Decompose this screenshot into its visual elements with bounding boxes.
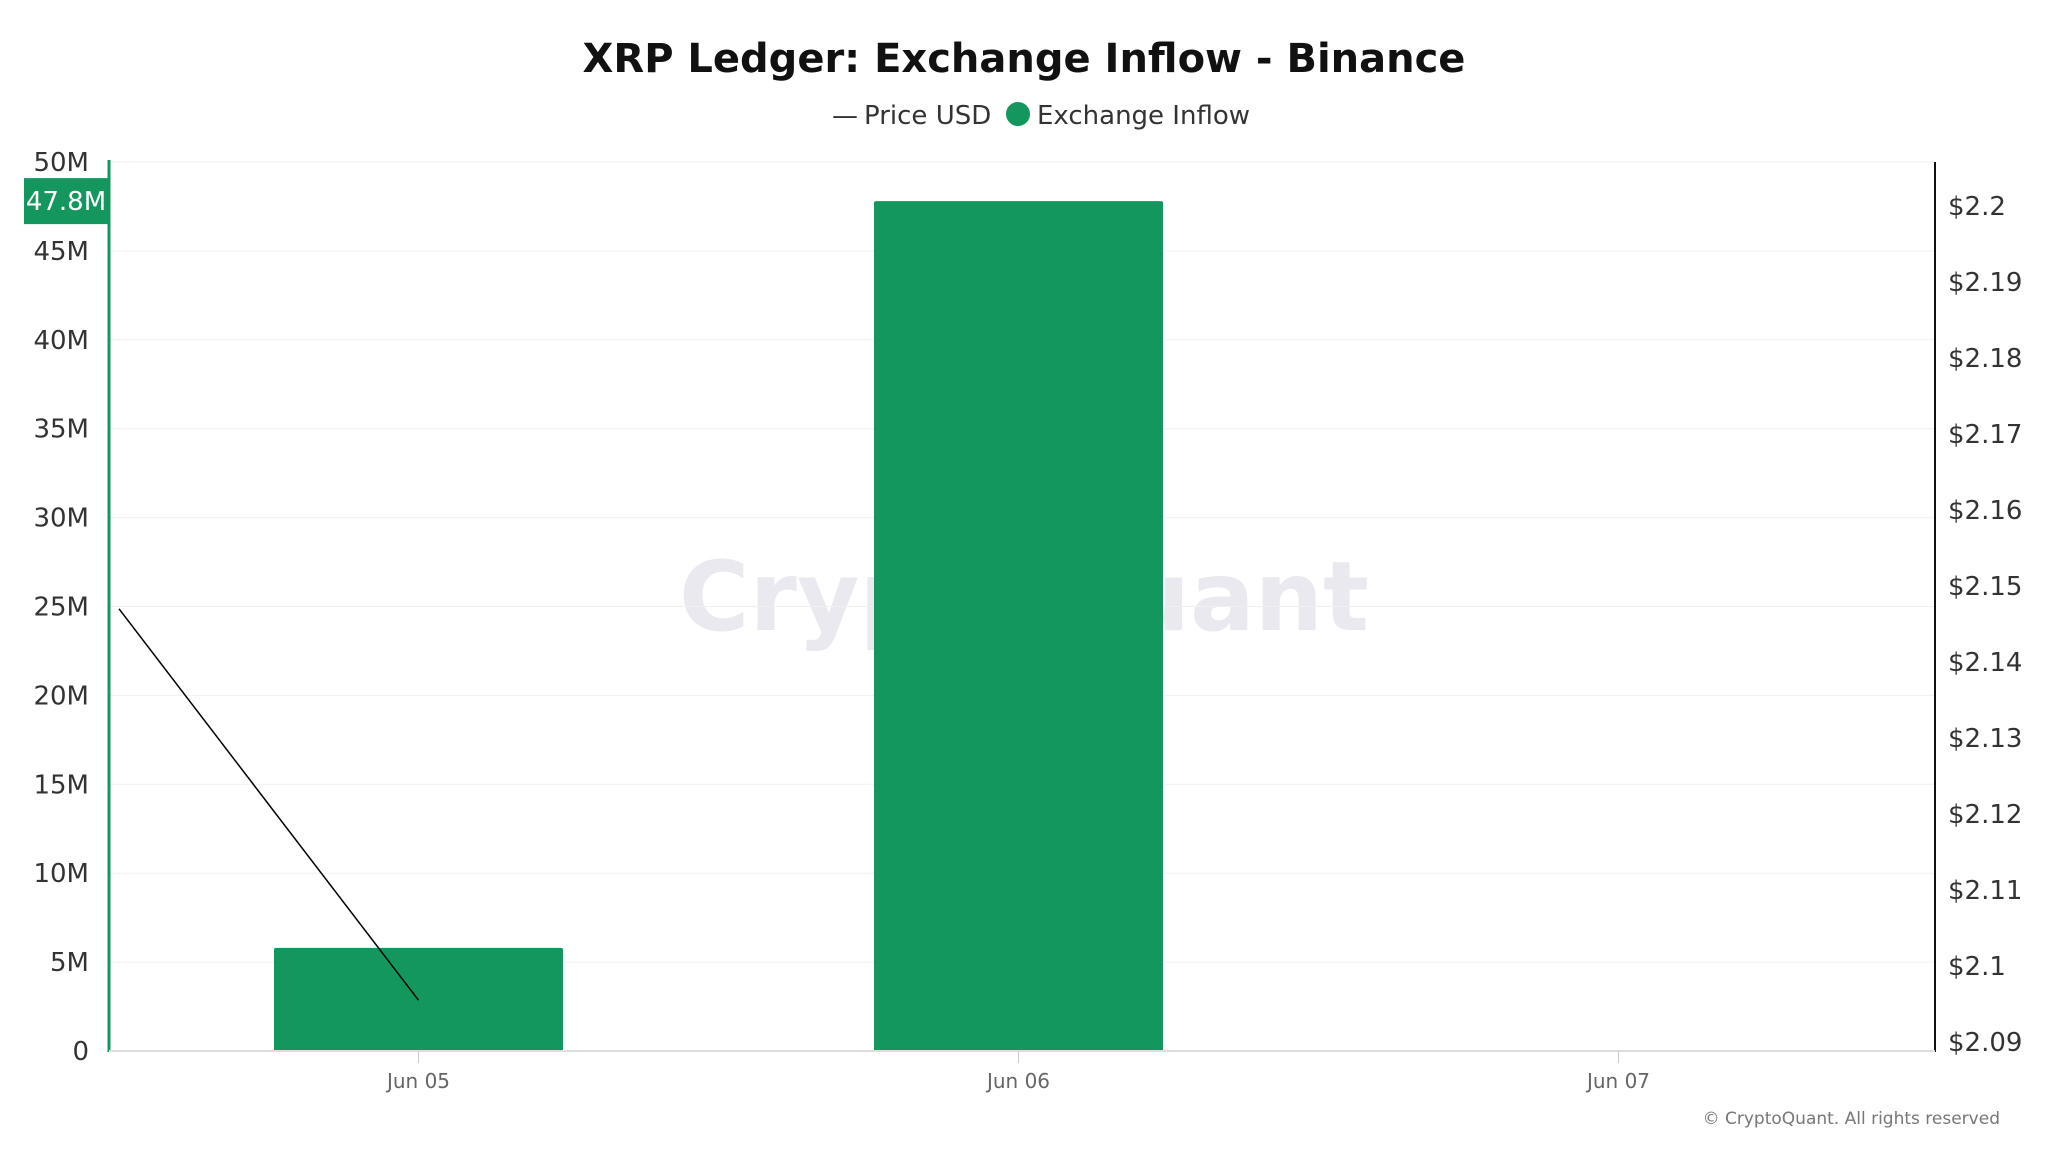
legend-inflow-label: Exchange Inflow [1037,101,1250,131]
highlight-badge-label: 47.8M [26,187,106,217]
left-tick-label: 10M [33,859,89,889]
right-tick-label: $2.2 [1948,192,2006,222]
left-axis-ticks: 0 5M 10M 15M 20M 25M 30M 35M 40M 45M 50M [33,148,89,1067]
credit: © CryptoQuant. All rights reserved [1703,1109,2000,1129]
left-tick-label: 5M [50,948,89,978]
right-tick-label: $2.17 [1948,420,2022,450]
x-axis-ticks: Jun 05 Jun 06 Jun 07 [385,1051,1650,1093]
left-tick-label: 20M [33,681,89,711]
chart-title: XRP Ledger: Exchange Inflow - Binance [583,36,1466,82]
right-tick-label: $2.13 [1948,724,2022,754]
right-tick-label: $2.16 [1948,496,2022,526]
price-line [118,608,420,1001]
right-tick-label: $2.09 [1948,1028,2022,1058]
highlight-badge: 47.8M [24,178,109,225]
left-tick-label: 0 [72,1037,89,1067]
inflow-bar [874,201,1163,1052]
left-tick-label: 45M [33,237,89,267]
right-tick-label: $2.15 [1948,572,2022,602]
highlight-badge-bg [24,178,109,225]
legend: — Price USD Exchange Inflow [832,101,1250,131]
left-tick-label: 50M [33,148,89,178]
right-tick-label: $2.19 [1948,268,2022,298]
left-tick-label: 15M [33,770,89,800]
price-series-line [118,608,420,1001]
left-tick-label: 30M [33,504,89,534]
right-axis-ticks: $2.09 $2.1 $2.11 $2.12 $2.13 $2.14 $2.15 $2.16 $… [1948,192,2022,1058]
x-tick-label: Jun 05 [385,1069,450,1093]
left-tick-label: 25M [33,593,89,623]
right-tick-label: $2.12 [1948,800,2022,830]
x-tick-label: Jun 07 [1585,1069,1650,1093]
right-tick-label: $2.1 [1948,952,2006,982]
left-tick-label: 35M [33,415,89,445]
x-tick-label: Jun 06 [985,1069,1050,1093]
right-tick-label: $2.11 [1948,876,2022,906]
legend-price-line-icon: — [832,101,858,131]
legend-price-label: Price USD [864,101,991,131]
right-tick-label: $2.18 [1948,344,2022,374]
right-tick-label: $2.14 [1948,648,2022,678]
left-tick-label: 40M [33,326,89,356]
legend-inflow-dot-icon [1006,102,1030,126]
